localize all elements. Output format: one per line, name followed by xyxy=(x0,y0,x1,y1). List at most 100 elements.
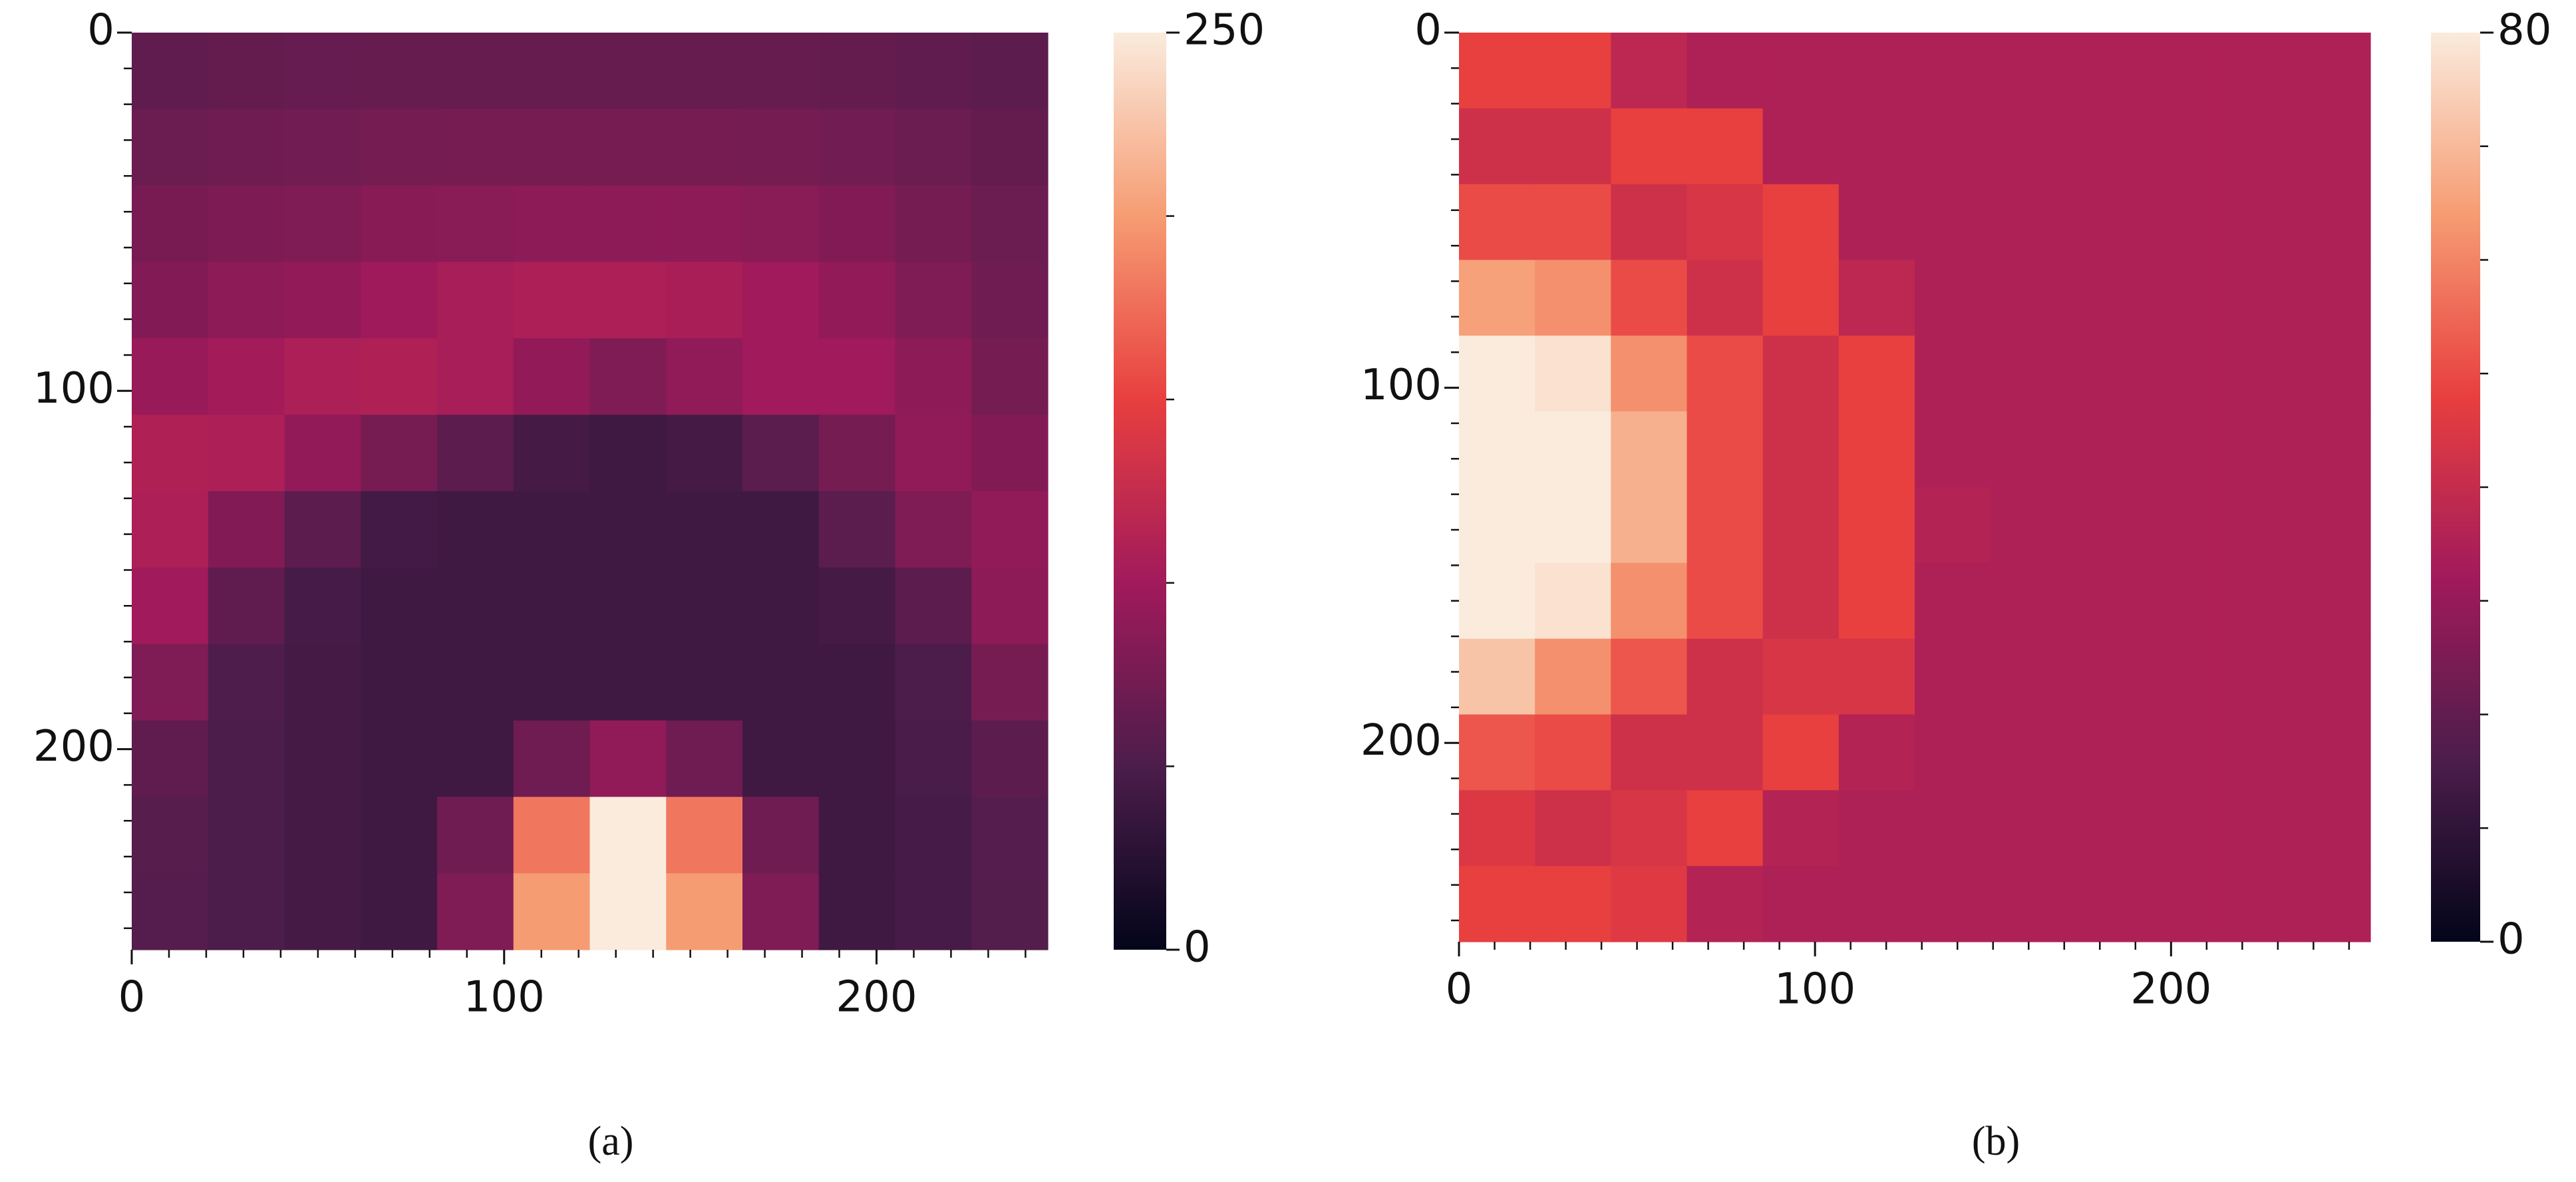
heatmap-cell xyxy=(437,797,514,874)
heatmap-cell xyxy=(742,644,820,721)
heatmap-cell xyxy=(2294,335,2371,412)
heatmap-cell xyxy=(2294,184,2371,261)
heatmap-cell xyxy=(513,873,591,950)
heatmap-cell xyxy=(208,491,285,568)
heatmap-cell xyxy=(361,108,438,186)
heatmap-cell xyxy=(1459,184,1535,261)
heatmap-cell xyxy=(1611,790,1688,867)
heatmap-cell xyxy=(1687,184,1764,261)
heatmap-cell xyxy=(2142,260,2219,336)
heatmap-cell xyxy=(2218,790,2295,867)
heatmap-cell xyxy=(1762,790,1840,867)
heatmap-cell xyxy=(1762,108,1840,185)
heatmap-cell xyxy=(208,567,285,645)
heatmap-cell xyxy=(818,720,896,797)
heatmap-cell xyxy=(818,567,896,645)
heatmap-cell xyxy=(1915,108,1991,185)
heatmap-cell xyxy=(1535,260,1611,336)
heatmap-cell xyxy=(2142,562,2219,640)
heatmap-cell xyxy=(2066,184,2144,261)
heatmap-cell xyxy=(742,491,820,568)
heatmap-cell xyxy=(284,491,361,568)
heatmap-cell xyxy=(1687,638,1764,715)
heatmap-cell xyxy=(1915,487,1991,564)
heatmap-cell xyxy=(1687,260,1764,336)
heatmap-cell xyxy=(666,338,743,415)
heatmap-cell xyxy=(2294,487,2371,564)
caption: (b) xyxy=(1972,1119,2020,1164)
heatmap-cell xyxy=(437,185,514,263)
heatmap-cell xyxy=(1838,487,1915,564)
heatmap-cell xyxy=(589,108,667,186)
heatmap-cell xyxy=(742,873,820,950)
heatmap-cell xyxy=(1535,487,1611,564)
x-tick-label: 200 xyxy=(836,973,917,1022)
heatmap-cell xyxy=(589,262,667,339)
x-tick-label: 100 xyxy=(464,973,545,1022)
heatmap-cell xyxy=(1762,562,1840,640)
heatmap-cell xyxy=(284,262,361,339)
heatmap-cell xyxy=(132,567,209,645)
heatmap-cell xyxy=(284,185,361,263)
heatmap-cell xyxy=(513,567,591,645)
heatmap-cell xyxy=(1762,260,1840,336)
heatmap-cell xyxy=(971,185,1048,263)
heatmap-cell xyxy=(132,262,209,339)
heatmap-cell xyxy=(1687,33,1764,109)
heatmap-cell xyxy=(1459,790,1535,867)
heatmap-cell xyxy=(2294,562,2371,640)
heatmap-cell xyxy=(2066,335,2144,412)
heatmap-cell xyxy=(742,567,820,645)
heatmap-cell xyxy=(971,644,1048,721)
heatmap-cell xyxy=(208,644,285,721)
heatmap-cell xyxy=(1611,866,1688,942)
heatmap-cell xyxy=(1535,33,1611,109)
heatmap-cell xyxy=(589,567,667,645)
heatmap-cell xyxy=(1762,638,1840,715)
heatmap-cell xyxy=(742,262,820,339)
heatmap-cell xyxy=(2066,33,2144,109)
heatmap-cell xyxy=(666,262,743,339)
heatmap-cell xyxy=(2294,108,2371,185)
heatmap-cell xyxy=(284,338,361,415)
heatmap-cell xyxy=(1762,487,1840,564)
heatmap-cell xyxy=(284,873,361,950)
heatmap-cell xyxy=(1687,411,1764,488)
heatmap-cell xyxy=(589,33,667,110)
heatmap-cell xyxy=(1838,108,1915,185)
heatmap-cell xyxy=(1687,790,1764,867)
heatmap-cell xyxy=(895,567,972,645)
heatmap-cell xyxy=(818,262,896,339)
heatmap-cell xyxy=(1915,184,1991,261)
heatmap-cell xyxy=(284,33,361,110)
heatmap-cell xyxy=(1687,866,1764,942)
heatmap-cell xyxy=(1991,184,2067,261)
heatmap-cell xyxy=(1915,335,1991,412)
heatmap-cell xyxy=(1611,714,1688,791)
heatmap-cell xyxy=(1611,108,1688,185)
heatmap-cell xyxy=(208,797,285,874)
heatmap-cell xyxy=(1838,335,1915,412)
heatmap-cell xyxy=(132,33,209,110)
heatmap-cell xyxy=(742,33,820,110)
heatmap-cell xyxy=(1915,866,1991,942)
heatmap-cell xyxy=(1535,866,1611,942)
colorbar xyxy=(2431,33,2480,942)
heatmap-cell xyxy=(1991,714,2067,791)
heatmap-cell xyxy=(742,185,820,263)
heatmap-cell xyxy=(742,720,820,797)
heatmap-cell xyxy=(2294,714,2371,791)
heatmap-cell xyxy=(971,720,1048,797)
heatmap-cell xyxy=(971,33,1048,110)
heatmap-cell xyxy=(895,338,972,415)
y-tick-label: 0 xyxy=(1414,6,1442,55)
heatmap-cell xyxy=(818,415,896,492)
heatmap-cell xyxy=(437,338,514,415)
heatmap-cell xyxy=(361,491,438,568)
heatmap-cell xyxy=(666,415,743,492)
heatmap-cell xyxy=(284,720,361,797)
heatmap-cell xyxy=(2218,335,2295,412)
heatmap-cell xyxy=(2066,714,2144,791)
heatmap-cell xyxy=(2066,562,2144,640)
caption: (a) xyxy=(588,1119,634,1164)
